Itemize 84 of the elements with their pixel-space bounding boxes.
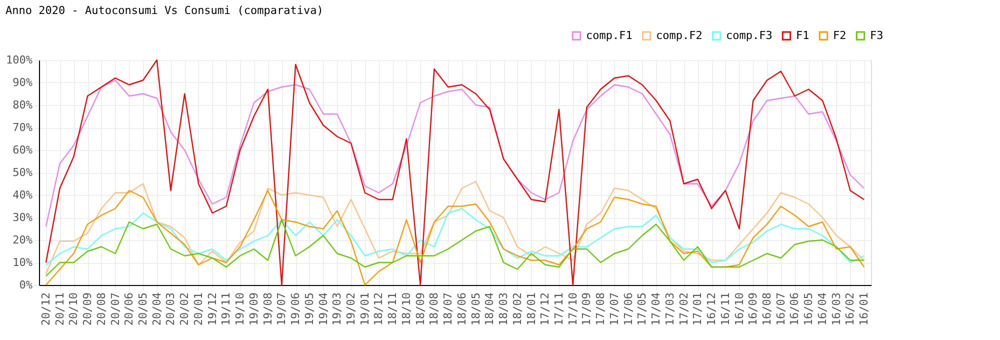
x-tick-label: 19/01 <box>358 292 372 326</box>
x-tick-label: 18/02 <box>510 292 524 326</box>
x-tick-label: 17/09 <box>580 292 594 326</box>
x-tick-label: 16/11 <box>718 292 732 326</box>
line-series <box>45 80 865 228</box>
legend-label: F3 <box>870 28 884 42</box>
x-tick-label: 18/12 <box>372 292 386 326</box>
x-tick-label: 18/05 <box>469 292 482 326</box>
x-tick-label: 19/08 <box>261 292 274 326</box>
x-tick-label: 17/07 <box>608 292 621 326</box>
x-tick-label: 16/02 <box>844 292 857 326</box>
x-tick-label: 18/06 <box>455 292 468 326</box>
y-tick-label: 60% <box>12 144 33 156</box>
x-tick-label: 20/01 <box>192 292 205 326</box>
x-tick-label: 17/01 <box>691 292 704 326</box>
line-series <box>45 59 865 286</box>
x-tick-label: 17/05 <box>636 292 649 326</box>
x-tick-label: 19/03 <box>330 292 344 326</box>
y-tick-label: 10% <box>12 256 33 269</box>
x-tick-label: 20/05 <box>136 292 150 326</box>
x-tick-label: 17/02 <box>677 292 690 326</box>
y-tick-label: 0% <box>19 278 33 292</box>
x-tick-label: 18/11 <box>386 292 400 326</box>
line-series <box>45 190 865 286</box>
x-tick-label: 20/07 <box>108 292 122 326</box>
x-tick-label: 20/11 <box>53 292 66 326</box>
chart-title: Anno 2020 - Autoconsumi Vs Consumi (comparativa) <box>6 4 324 17</box>
x-tick-label: 20/10 <box>67 292 80 326</box>
x-tick-label: 16/05 <box>802 292 816 326</box>
legend-label: comp.F2 <box>656 28 702 42</box>
x-tick-label: 19/06 <box>289 292 302 326</box>
x-tick-label: 20/04 <box>150 292 164 326</box>
x-tick-label: 18/07 <box>442 292 455 326</box>
x-tick-label: 18/08 <box>428 292 441 326</box>
y-tick-label: 70% <box>12 121 33 134</box>
y-tick-label: 100% <box>6 54 33 66</box>
x-tick-label: 19/05 <box>302 292 316 326</box>
x-tick-label: 18/09 <box>414 292 427 326</box>
x-tick-label: 20/08 <box>94 292 108 326</box>
x-tick-label: 19/04 <box>316 292 330 326</box>
x-tick-label: 17/06 <box>622 292 635 326</box>
x-tick-label: 18/04 <box>483 292 496 326</box>
x-tick-label: 16/04 <box>816 292 829 326</box>
x-tick-label: 16/07 <box>774 292 788 326</box>
x-tick-label: 19/07 <box>275 292 288 326</box>
x-tick-label: 16/09 <box>746 292 760 326</box>
x-tick-label: 18/10 <box>400 292 413 326</box>
x-tick-label: 16/08 <box>760 292 774 326</box>
x-tick-label: 16/06 <box>788 292 802 326</box>
x-tick-label: 20/02 <box>178 292 192 326</box>
y-tick-label: 30% <box>12 211 33 224</box>
legend-label: F2 <box>833 28 846 42</box>
x-tick-label: 17/08 <box>594 292 608 326</box>
x-tick-label: 16/01 <box>858 292 871 326</box>
line-series <box>45 219 865 277</box>
x-tick-label: 20/03 <box>164 292 178 326</box>
x-tick-label: 16/12 <box>705 292 718 326</box>
x-tick-label: 16/10 <box>732 292 746 326</box>
x-tick-label: 19/02 <box>344 292 358 326</box>
x-tick-label: 18/01 <box>524 292 538 326</box>
x-tick-label: 17/10 <box>566 292 580 326</box>
x-tick-label: 17/03 <box>663 292 676 326</box>
legend-label: comp.F3 <box>726 28 772 42</box>
y-tick-label: 80% <box>12 98 33 112</box>
y-tick-label: 50% <box>12 166 33 179</box>
x-tick-label: 17/04 <box>650 292 663 326</box>
x-tick-label: 17/11 <box>552 292 566 326</box>
y-tick-label: 20% <box>12 234 33 246</box>
x-tick-label: 16/03 <box>830 292 843 326</box>
x-tick-label: 19/12 <box>206 292 219 326</box>
line-series <box>45 208 865 266</box>
x-tick-label: 18/03 <box>497 292 510 326</box>
y-tick-label: 90% <box>12 76 33 89</box>
x-tick-label: 20/09 <box>81 292 94 326</box>
x-tick-label: 20/12 <box>39 292 52 326</box>
x-tick-label: 19/10 <box>234 292 247 326</box>
x-tick-label: 17/12 <box>538 292 552 326</box>
x-tick-label: 20/06 <box>122 292 136 326</box>
legend-label: F1 <box>796 28 810 42</box>
x-tick-label: 19/09 <box>247 292 260 326</box>
x-tick-label: 19/11 <box>220 292 233 326</box>
legend-label: comp.F1 <box>586 28 632 42</box>
line-series <box>45 180 865 274</box>
y-tick-label: 40% <box>12 188 33 202</box>
